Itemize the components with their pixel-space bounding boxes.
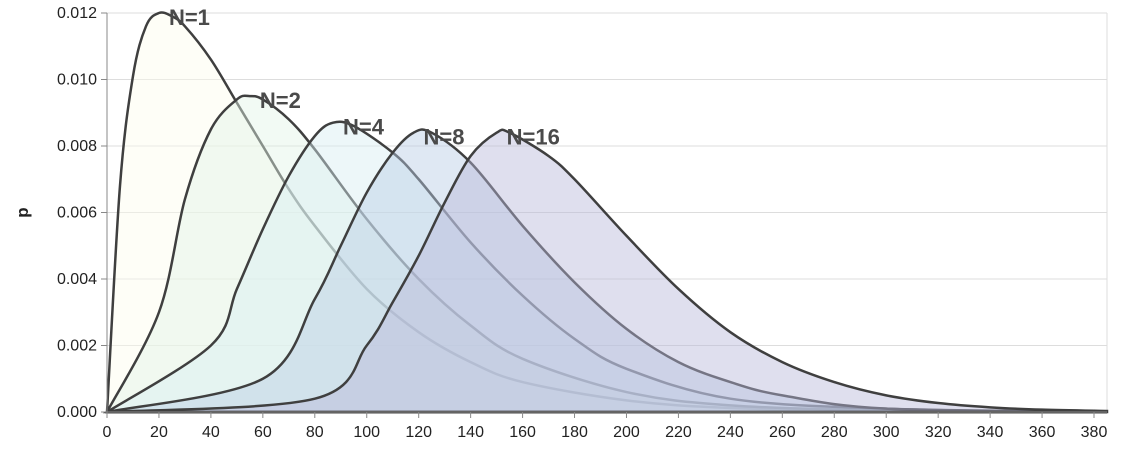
series-label: N=16 <box>507 125 560 150</box>
y-tick-label: 0.008 <box>57 138 97 155</box>
x-tick-label: 20 <box>150 424 168 441</box>
x-tick-label: 40 <box>202 424 220 441</box>
series-label: N=1 <box>169 5 210 30</box>
x-tick-label: 120 <box>405 424 432 441</box>
series-area-n-8 <box>106 128 1108 414</box>
x-tick-label: 280 <box>821 424 848 441</box>
series-label: N=2 <box>260 88 301 113</box>
y-tick-label: 0.006 <box>57 205 97 222</box>
series-area-n-16 <box>106 128 1109 414</box>
x-tick-label: 380 <box>1081 424 1108 441</box>
x-tick-label: 240 <box>717 424 744 441</box>
x-tick-label: 340 <box>977 424 1004 441</box>
x-tick-label: 300 <box>873 424 900 441</box>
x-tick-label: 100 <box>353 424 380 441</box>
x-tick-label: 60 <box>254 424 272 441</box>
x-tick-label: 140 <box>457 424 484 441</box>
axes: 0.000 0.002 0.004 0.006 0.008 0.010 0.012 0 20 40… <box>57 5 1108 441</box>
x-tick-label: 0 <box>103 424 112 441</box>
y-tick-label: 0.004 <box>57 271 97 288</box>
series-labels: N=1 N=2 N=4 N=8 N=16 <box>169 5 560 150</box>
series-area-n-4 <box>102 120 1108 414</box>
x-tick-label: 200 <box>613 424 640 441</box>
x-tick-label: 160 <box>509 424 536 441</box>
series-area-n-1 <box>105 11 1108 414</box>
y-tick-label: 0.010 <box>57 72 97 89</box>
y-axis-title: p <box>13 207 32 217</box>
x-tick-label: 220 <box>665 424 692 441</box>
y-tick-label: 0.012 <box>57 5 97 22</box>
series-label: N=4 <box>343 115 385 140</box>
x-tick-label: 80 <box>306 424 324 441</box>
series-area-n-2 <box>104 94 1108 414</box>
y-tick-label: 0.002 <box>57 338 97 355</box>
x-tick-label: 320 <box>925 424 952 441</box>
x-tick-label: 360 <box>1029 424 1056 441</box>
y-tick-label: 0.000 <box>57 404 97 421</box>
series-areas <box>102 11 1109 414</box>
series-label: N=8 <box>423 125 464 150</box>
x-tick-label: 260 <box>769 424 796 441</box>
x-tick-label: 180 <box>561 424 588 441</box>
grid <box>107 12 1108 413</box>
